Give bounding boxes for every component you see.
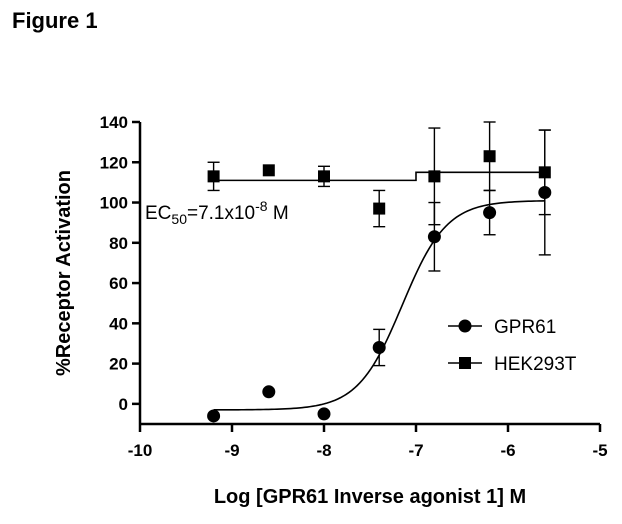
hek293t-point bbox=[428, 170, 441, 183]
x-tick-label: -5 bbox=[592, 441, 607, 460]
hek293t-fit-curve bbox=[213, 171, 545, 182]
y-tick-label: 0 bbox=[119, 395, 128, 414]
gpr61-point bbox=[207, 409, 221, 423]
hek293t-point bbox=[483, 150, 496, 163]
hek293t-legend-label: HEK293T bbox=[494, 354, 577, 375]
y-axis-title: %Receptor Activation bbox=[53, 170, 75, 376]
y-tick-label: 20 bbox=[109, 355, 128, 374]
hek293t-point bbox=[373, 202, 386, 215]
y-tick-label: 100 bbox=[100, 194, 128, 213]
ec50-annotation: EC50=7.1x10-8 M bbox=[145, 198, 289, 227]
x-tick-label: -7 bbox=[408, 441, 423, 460]
x-tick-label: -9 bbox=[224, 441, 239, 460]
legend: GPR61 HEK293T bbox=[448, 317, 577, 375]
y-tick-label: 60 bbox=[109, 274, 128, 293]
gpr61-point bbox=[317, 407, 331, 421]
axes: 0 20 40 60 80 100 120 140 -10 -9 -8 -7 -6 -5 bbox=[100, 113, 608, 460]
gpr61-fit-curve bbox=[213, 200, 545, 411]
gpr61-legend-marker bbox=[458, 319, 472, 333]
x-tick-label: -10 bbox=[128, 441, 153, 460]
gpr61-point bbox=[427, 230, 441, 244]
hek293t-point bbox=[538, 166, 551, 179]
y-tick-label: 120 bbox=[100, 153, 128, 172]
hek293t-point bbox=[207, 170, 220, 183]
y-tick-label: 140 bbox=[100, 113, 128, 132]
figure-label: Figure 1 bbox=[12, 8, 98, 33]
x-tick-label: -8 bbox=[316, 441, 331, 460]
hek293t-legend-marker bbox=[459, 357, 471, 369]
gpr61-point bbox=[483, 206, 497, 220]
hek293t-point bbox=[318, 170, 330, 183]
gpr61-point bbox=[372, 340, 386, 354]
data-points bbox=[207, 121, 552, 423]
gpr61-point bbox=[262, 385, 276, 399]
x-axis-title: Log [GPR61 Inverse agonist 1] M bbox=[214, 486, 526, 508]
gpr61-legend-label: GPR61 bbox=[494, 317, 556, 338]
x-tick-label: -6 bbox=[500, 441, 515, 460]
y-tick-label: 40 bbox=[109, 314, 128, 333]
y-tick-label: 80 bbox=[109, 234, 128, 253]
hek293t-point bbox=[262, 164, 275, 177]
